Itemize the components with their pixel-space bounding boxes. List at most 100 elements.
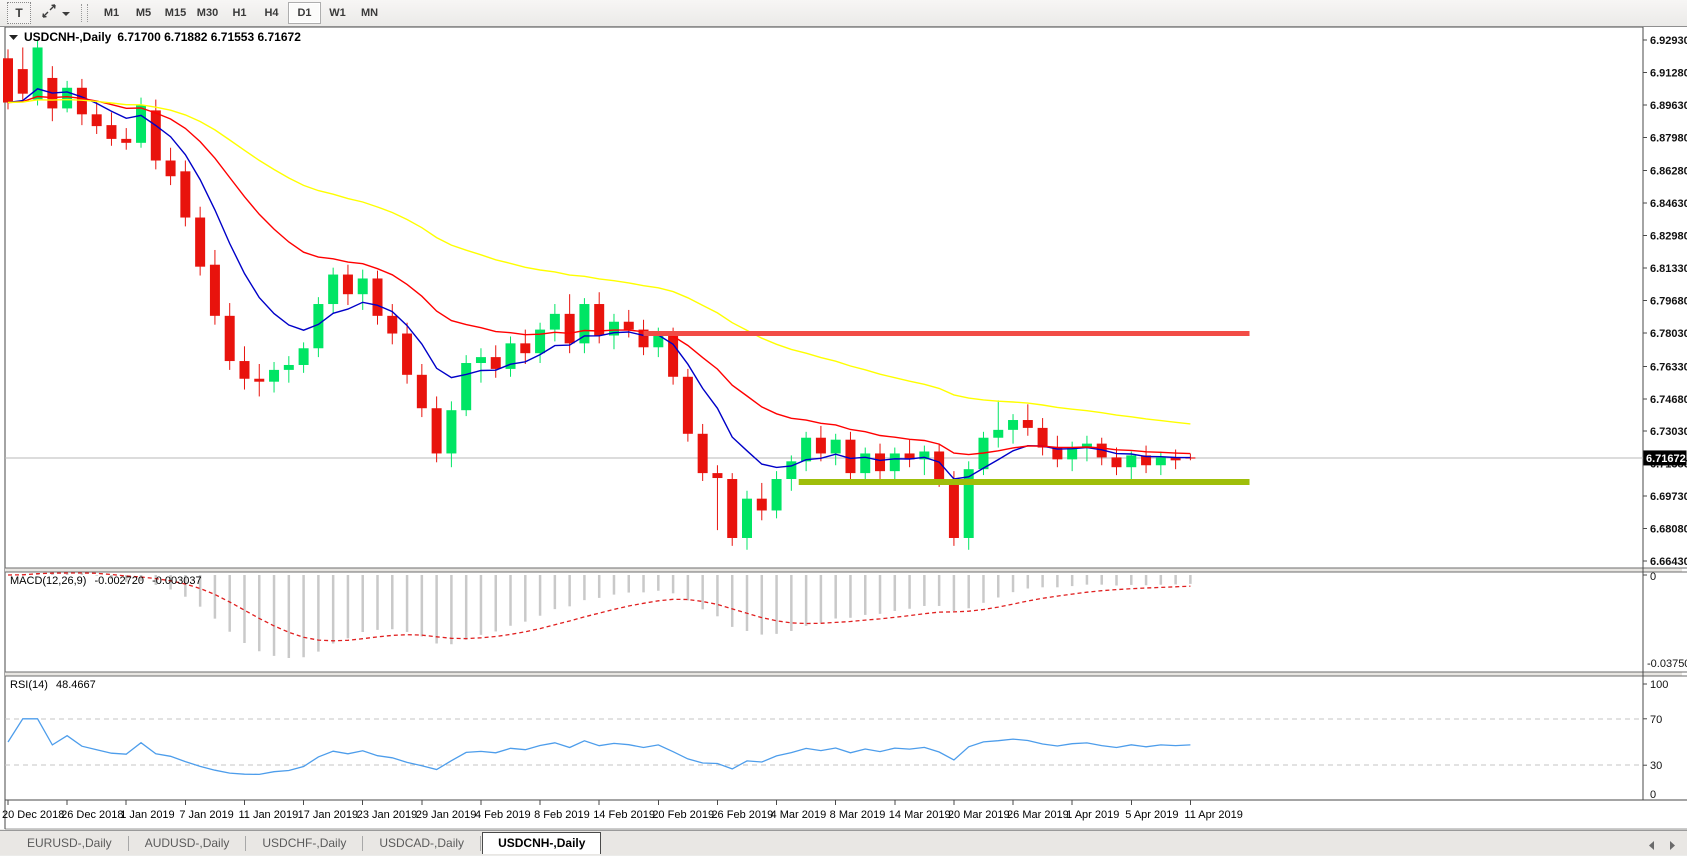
current-price-tag-label: 6.71672 — [1646, 453, 1686, 465]
macd-axis-bottom-label: -0.037508 — [1647, 658, 1687, 670]
candle-body — [638, 329, 649, 348]
candle-body — [830, 439, 841, 454]
symbol-tab-bar: EURUSD-,Daily AUDUSD-,Daily USDCHF-,Daily U… — [0, 830, 1687, 855]
chart-ohlc-values: 6.71700 6.71882 6.71553 6.71672 — [117, 30, 301, 44]
candle-body — [1037, 427, 1048, 448]
timeframe-button-m5[interactable]: M5 — [135, 7, 152, 19]
candle-body — [106, 125, 117, 139]
candle-body — [136, 105, 147, 143]
candle-body — [1081, 443, 1092, 448]
timeframe-button-h4[interactable]: H4 — [264, 7, 279, 19]
timeframe-buttons: M1 M5 M15 M30 H1 H4 D1 W1 MN — [96, 0, 386, 26]
candle-body — [1141, 455, 1152, 466]
candle-body — [860, 453, 871, 474]
candle-body — [1126, 455, 1137, 468]
text-tool-button[interactable]: T — [7, 2, 31, 24]
candle-body — [387, 315, 398, 334]
date-axis-label: 14 Mar 2019 — [889, 809, 951, 821]
date-axis-label: 29 Jan 2019 — [416, 809, 477, 821]
chart-dropdown-icon[interactable] — [9, 34, 18, 41]
candle-body — [254, 378, 265, 382]
candle-body — [653, 333, 664, 348]
chart-symbol-label: USDCNH-,Daily — [24, 30, 112, 44]
candle-body — [150, 110, 161, 161]
timeframe-button-mn[interactable]: MN — [360, 7, 379, 19]
rsi-line — [7, 718, 1191, 776]
candle-body — [564, 313, 575, 344]
candle-body — [1185, 457, 1196, 459]
tab-usdcaddaily[interactable]: USDCAD-,Daily — [379, 836, 465, 850]
tab-eurusddaily[interactable]: EURUSD-,Daily — [27, 836, 112, 850]
macd-indicator-name: MACD(12,26,9) — [10, 575, 87, 587]
date-axis-label: 26 Feb 2019 — [711, 809, 773, 821]
tab-separator — [245, 835, 247, 851]
pane-splitter[interactable] — [5, 568, 1682, 572]
timeframe-button-m15[interactable]: M15 — [164, 7, 187, 19]
candle-body — [934, 451, 945, 480]
timeframe-button-m1[interactable]: M1 — [103, 7, 120, 19]
date-axis-label: 4 Feb 2019 — [475, 809, 531, 821]
candle-body — [594, 304, 605, 336]
candle-body — [742, 498, 752, 538]
timeframe-button-w1[interactable]: W1 — [329, 7, 346, 19]
tab-scroll-right-button[interactable] — [1667, 836, 1679, 856]
candle-body — [209, 264, 220, 316]
price-axis-label: 6.84630 — [1650, 198, 1687, 210]
date-axis-label: 11 Jan 2019 — [238, 809, 298, 821]
price-axis-label: 6.78030 — [1650, 328, 1687, 340]
date-axis-label: 7 Jan 2019 — [179, 809, 233, 821]
cursor-arrows-tool-button[interactable] — [37, 3, 61, 23]
price-axis-label: 6.82980 — [1650, 231, 1687, 243]
price-axis-label: 6.79680 — [1650, 295, 1687, 307]
tab-usdchfdaily[interactable]: USDCHF-,Daily — [262, 836, 347, 850]
timeframe-button-d1[interactable]: D1 — [288, 2, 321, 24]
price-axis-label: 6.92930 — [1650, 35, 1687, 47]
candle-body — [904, 453, 915, 460]
candle-body — [17, 69, 28, 94]
date-axis-label: 14 Feb 2019 — [593, 809, 655, 821]
candle-body — [889, 453, 900, 472]
candle-body — [535, 329, 546, 354]
candle-body — [623, 321, 634, 330]
candle-body — [1052, 447, 1063, 460]
current-price-tag — [1643, 450, 1687, 466]
rsi-indicator-name: RSI(14) — [10, 679, 48, 691]
candle-body — [342, 274, 353, 295]
candle-body — [32, 47, 43, 100]
timeframe-button-m30[interactable]: M30 — [196, 7, 219, 19]
date-axis-label: 4 Mar 2019 — [771, 809, 827, 821]
rsi-axis-label: 100 — [1650, 679, 1668, 691]
candle-body — [919, 451, 930, 460]
tab-scroll-left-button[interactable] — [1645, 836, 1657, 856]
tool-dropdown-button[interactable] — [61, 3, 71, 23]
date-axis-label: 20 Dec 2018 — [2, 809, 64, 821]
rsi-axis-label: 0 — [1650, 789, 1656, 801]
candle-body — [313, 304, 324, 349]
candle-body — [963, 469, 974, 538]
candle-body — [328, 274, 339, 305]
timeframe-button-h1[interactable]: H1 — [232, 7, 247, 19]
candle-body — [446, 410, 457, 454]
chevron-down-icon — [62, 4, 70, 22]
candle-body — [786, 461, 797, 480]
candle-body — [712, 473, 723, 479]
candle-body — [475, 357, 486, 364]
chart-title: USDCNH-,Daily 6.71700 6.71882 6.71553 6.… — [9, 30, 301, 44]
date-axis-label: 1 Apr 2019 — [1066, 809, 1119, 821]
pane-splitter[interactable] — [5, 672, 1682, 676]
macd-axis-top-label: 0 — [1650, 571, 1656, 583]
candle-body — [431, 408, 442, 454]
candle-body — [801, 437, 812, 462]
diagonal-arrows-icon — [41, 3, 57, 24]
candle-body — [195, 217, 206, 267]
symbol-tabs: EURUSD-,Daily AUDUSD-,Daily USDCHF-,Daily U… — [12, 831, 602, 854]
tab-usdcnhdaily[interactable]: USDCNH-,Daily — [482, 831, 602, 854]
date-axis-label: 11 Apr 2019 — [1184, 809, 1243, 821]
candle-body — [993, 429, 1004, 438]
tab-audusddaily[interactable]: AUDUSD-,Daily — [144, 836, 230, 850]
candle-body — [1008, 420, 1019, 430]
toolbar-grip[interactable] — [81, 4, 88, 22]
date-axis-label: 5 Apr 2019 — [1125, 809, 1178, 821]
rsi-axis-label: 30 — [1650, 760, 1662, 772]
